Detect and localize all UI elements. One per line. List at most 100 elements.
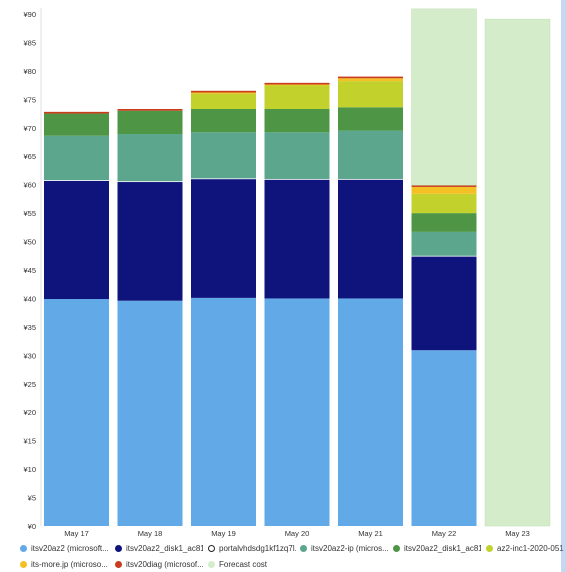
- y-tick-label: ¥60: [23, 181, 36, 190]
- chart-legend: itsv20az2 (microsoft... itsv20az2_disk1_a…: [0, 538, 566, 572]
- bar-segment-may-20-series-4[interactable]: [264, 109, 330, 133]
- bar-segment-may-20-series-2[interactable]: [264, 178, 330, 180]
- x-tick-label: May 17: [64, 529, 89, 538]
- legend-label: itsv20az2 (microsoft...: [31, 543, 108, 553]
- bar-segment-may-18-series-2[interactable]: [117, 181, 183, 183]
- legend-item[interactable]: its-more.jp (microso...: [20, 556, 108, 572]
- bar-segment-may-21-series-2[interactable]: [338, 178, 403, 180]
- y-tick-label: ¥55: [23, 209, 36, 218]
- x-tick-label: May 23: [505, 529, 530, 538]
- bar-segment-may-18-series-1[interactable]: [117, 181, 183, 301]
- y-tick-label: ¥70: [23, 124, 36, 133]
- bar-segment-may-17-series-4[interactable]: [44, 113, 109, 136]
- bar-segment-may-20-series-7[interactable]: [264, 82, 330, 85]
- bar-segment-may-19-series-6[interactable]: [191, 92, 256, 94]
- bar-segment-may-20-series-3[interactable]: [264, 132, 330, 179]
- y-tick-label: ¥90: [23, 10, 36, 19]
- bar-segment-may-18-series-3[interactable]: [117, 134, 183, 182]
- bar-segment-may-20-series-1[interactable]: [264, 179, 330, 299]
- bar-segment-may-22-series-5[interactable]: [411, 193, 477, 214]
- bar-segment-may-21-series-6[interactable]: [338, 78, 403, 82]
- y-tick-label: ¥75: [23, 95, 36, 104]
- legend-label: portalvhdsdg1kf1zq7l...: [219, 543, 296, 553]
- legend-label: itsv20az2-ip (micros...: [311, 543, 388, 553]
- bar-segment-may-18-series-0[interactable]: [117, 300, 183, 526]
- legend-item[interactable]: itsv20az2-ip (micros...: [300, 540, 388, 556]
- bar-segment-may-21-series-4[interactable]: [338, 107, 403, 131]
- bar-segment-may-20-series-0[interactable]: [264, 298, 330, 526]
- legend-item[interactable]: portalvhdsdg1kf1zq7l...: [208, 540, 296, 556]
- legend-label: az2-inc1-2020-0519 (...: [497, 543, 564, 553]
- bar-segment-may-22-series-0[interactable]: [411, 350, 477, 526]
- bar-segment-may-19-series-7[interactable]: [191, 90, 256, 93]
- bar-segment-may-18-series-4[interactable]: [117, 110, 183, 135]
- bar-segment-may-17-series-1[interactable]: [44, 180, 109, 300]
- legend-label: Forecast cost: [219, 559, 268, 569]
- y-tick-label: ¥0: [28, 522, 36, 531]
- bar-segment-may-22-series-6[interactable]: [411, 186, 477, 194]
- y-tick-label: ¥15: [23, 437, 36, 446]
- bar-segment-may-19-series-0[interactable]: [191, 297, 256, 526]
- legend-swatch-icon: [208, 560, 215, 568]
- bar-segment-may-21-series-3[interactable]: [338, 130, 403, 179]
- bar-segment-may-17-series-2[interactable]: [44, 180, 109, 181]
- y-tick-label: ¥35: [23, 323, 36, 332]
- x-tick-label: May 21: [358, 529, 383, 538]
- bar-segment-may-17-series-0[interactable]: [44, 299, 109, 526]
- stacked-bar-chart: ¥0 ¥5 ¥10 ¥15 ¥20 ¥25 ¥30 ¥35 ¥40 ¥45 ¥50 ¥55 ¥60 ¥65…: [23, 8, 551, 538]
- legend-item[interactable]: itsv20az2_disk1_ac81...: [115, 540, 203, 556]
- legend-label: itsv20diag (microsof...: [126, 559, 203, 569]
- legend-swatch-icon: [208, 544, 215, 552]
- y-tick-label: ¥30: [23, 351, 36, 360]
- bar-segment-may-21-series-7[interactable]: [338, 76, 403, 79]
- bar-segment-may-20-series-5[interactable]: [264, 85, 330, 110]
- legend-swatch-icon: [20, 560, 27, 568]
- bar-segment-may-22-series-1[interactable]: [411, 256, 477, 351]
- legend-item[interactable]: itsv20diag (microsof...: [115, 556, 203, 572]
- bar-segment-may-21-series-1[interactable]: [338, 179, 403, 299]
- legend-swatch-icon: [393, 544, 400, 552]
- y-tick-label: ¥65: [23, 152, 36, 161]
- y-tick-label: ¥25: [23, 380, 36, 389]
- bar-segment-may-22-series-8[interactable]: [411, 8, 477, 186]
- x-tick-label: May 18: [138, 529, 163, 538]
- bar-segment-may-19-series-5[interactable]: [191, 93, 256, 110]
- legend-swatch-icon: [115, 544, 122, 552]
- bar-segment-may-19-series-4[interactable]: [191, 109, 256, 133]
- y-tick-label: ¥10: [23, 465, 36, 474]
- bar-segment-may-21-series-5[interactable]: [338, 81, 403, 108]
- bar-segment-may-20-series-6[interactable]: [264, 84, 330, 86]
- bar-segment-may-23-series-8[interactable]: [484, 18, 551, 527]
- bar-segment-may-22-series-2[interactable]: [411, 255, 477, 257]
- legend-item[interactable]: itsv20az2 (microsoft...: [20, 540, 108, 556]
- bar-segment-may-22-series-7[interactable]: [411, 185, 477, 187]
- y-tick-label: ¥80: [23, 67, 36, 76]
- bar-segment-may-17-series-7[interactable]: [44, 111, 109, 114]
- legend-swatch-icon: [486, 544, 493, 552]
- legend-swatch-icon: [20, 544, 27, 552]
- legend-label: itsv20az2_disk1_ac81...: [404, 543, 481, 553]
- y-tick-label: ¥50: [23, 238, 36, 247]
- legend-item[interactable]: Forecast cost: [208, 556, 267, 572]
- bar-segment-may-22-series-4[interactable]: [411, 213, 477, 232]
- y-tick-label: ¥5: [28, 494, 36, 503]
- legend-item[interactable]: az2-inc1-2020-0519 (...: [486, 540, 564, 556]
- y-tick-label: ¥40: [23, 294, 36, 303]
- legend-swatch-icon: [300, 544, 307, 552]
- bar-segment-may-22-series-3[interactable]: [411, 231, 477, 256]
- legend-item[interactable]: itsv20az2_disk1_ac81...: [393, 540, 481, 556]
- bar-segment-may-21-series-0[interactable]: [338, 298, 403, 526]
- x-tick-label: May 20: [285, 529, 310, 538]
- y-tick-label: ¥85: [23, 38, 36, 47]
- y-tick-label: ¥45: [23, 266, 36, 275]
- window-edge: [561, 0, 566, 572]
- bar-segment-may-17-series-3[interactable]: [44, 135, 109, 181]
- bar-segment-may-19-series-1[interactable]: [191, 178, 256, 298]
- bar-segment-may-19-series-3[interactable]: [191, 132, 256, 179]
- bar-segment-may-18-series-7[interactable]: [117, 109, 183, 111]
- legend-label: itsv20az2_disk1_ac81...: [126, 543, 203, 553]
- legend-swatch-icon: [115, 560, 122, 568]
- y-tick-label: ¥20: [23, 408, 36, 417]
- bar-segment-may-19-series-2[interactable]: [191, 178, 256, 180]
